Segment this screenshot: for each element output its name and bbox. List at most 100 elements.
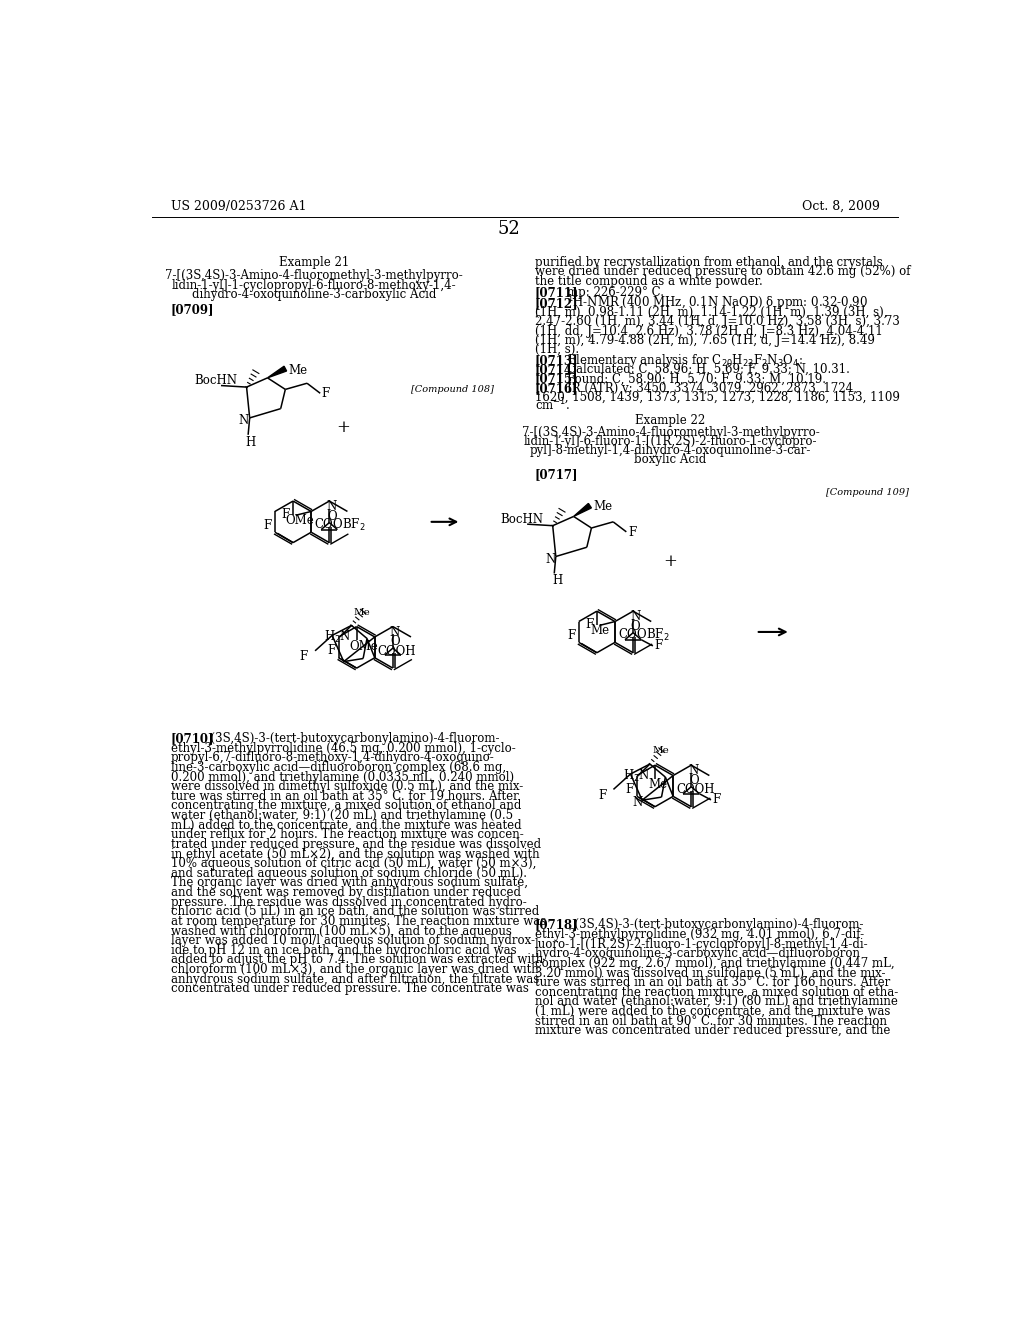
Text: (1H, s).: (1H, s). [535, 343, 579, 356]
Text: chloric acid (5 μL) in an ice bath, and the solution was stirred: chloric acid (5 μL) in an ice bath, and … [171, 906, 539, 919]
Text: [0709]: [0709] [171, 304, 214, 317]
Text: mp: 226-229° C.: mp: 226-229° C. [567, 286, 665, 300]
Text: F: F [713, 793, 721, 807]
Text: were dried under reduced pressure to obtain 42.6 mg (52%) of: were dried under reduced pressure to obt… [535, 265, 910, 279]
Text: at room temperature for 30 minutes. The reaction mixture was: at room temperature for 30 minutes. The … [171, 915, 546, 928]
Text: N: N [633, 796, 643, 809]
Text: in ethyl acetate (50 mL×2), and the solution was washed with: in ethyl acetate (50 mL×2), and the solu… [171, 847, 540, 861]
Text: 1620, 1508, 1439, 1373, 1315, 1273, 1228, 1186, 1153, 1109: 1620, 1508, 1439, 1373, 1315, 1273, 1228… [535, 391, 900, 404]
Text: Me: Me [593, 500, 612, 513]
Text: pressure. The residue was dissolved in concentrated hydro-: pressure. The residue was dissolved in c… [171, 896, 526, 908]
Text: BocHN: BocHN [194, 374, 237, 387]
Text: [0711]: [0711] [535, 286, 579, 300]
Text: trated under reduced pressure, and the residue was dissolved: trated under reduced pressure, and the r… [171, 838, 541, 851]
Text: ethyl-3-methylpyrrolidine (932 mg, 4.01 mmol), 6,7-dif-: ethyl-3-methylpyrrolidine (932 mg, 4.01 … [535, 928, 864, 941]
Text: water (ethanol:water, 9:1) (20 mL) and triethylamine (0.5: water (ethanol:water, 9:1) (20 mL) and t… [171, 809, 513, 822]
Text: hydro-4-oxoquinoline-3-carboxylic acid—difluoroboron: hydro-4-oxoquinoline-3-carboxylic acid—d… [535, 948, 860, 960]
Text: (3S,4S)-3-(tert-butoxycarbonylamino)-4-fluorom-: (3S,4S)-3-(tert-butoxycarbonylamino)-4-f… [203, 733, 500, 744]
Text: Oct. 8, 2009: Oct. 8, 2009 [802, 201, 880, 213]
Text: (1H, m), 0.98-1.11 (2H, m), 1.14-1.22 (1H, m), 1.39 (3H, s),: (1H, m), 0.98-1.11 (2H, m), 1.14-1.22 (1… [535, 306, 888, 319]
Text: OMe: OMe [349, 640, 378, 652]
Text: F: F [322, 387, 330, 400]
Text: [Compound 108]: [Compound 108] [411, 384, 494, 393]
Text: BocHN: BocHN [500, 512, 543, 525]
Text: O: O [327, 510, 337, 523]
Text: F: F [282, 508, 290, 520]
Text: (3S,4S)-3-(tert-butoxycarbonylamino)-4-fluorom-: (3S,4S)-3-(tert-butoxycarbonylamino)-4-f… [567, 919, 864, 932]
Text: (1H, m), 4.79-4.88 (2H, m), 7.65 (1H, d, J=14.4 Hz), 8.49: (1H, m), 4.79-4.88 (2H, m), 7.65 (1H, d,… [535, 334, 874, 347]
Text: F: F [300, 649, 308, 663]
Text: Elementary analysis for C$_{20}$H$_{23}$F$_2$N$_3$O$_4$:: Elementary analysis for C$_{20}$H$_{23}$… [567, 352, 804, 370]
Text: COOBF$_2$: COOBF$_2$ [314, 517, 366, 533]
Text: COOH: COOH [378, 644, 417, 657]
Text: OMe: OMe [286, 515, 314, 527]
Text: [0713]: [0713] [535, 354, 579, 367]
Text: Found: C, 58.90; H, 5.70; F, 9.33; M, 10.19.: Found: C, 58.90; H, 5.70; F, 9.33; M, 10… [567, 372, 826, 385]
Text: lidin-1-yl]-1-cyclopropyl-6-fluoro-8-methoxy-1,4-: lidin-1-yl]-1-cyclopropyl-6-fluoro-8-met… [172, 279, 457, 292]
Text: O: O [631, 619, 640, 632]
Text: US 2009/0253726 A1: US 2009/0253726 A1 [171, 201, 306, 213]
Text: and the solvent was removed by distillation under reduced: and the solvent was removed by distillat… [171, 886, 520, 899]
Text: The organic layer was dried with anhydrous sodium sulfate,: The organic layer was dried with anhydro… [171, 876, 527, 890]
Text: Me: Me [289, 364, 307, 378]
Text: mL) added to the concentrate, and the mixture was heated: mL) added to the concentrate, and the mi… [171, 818, 521, 832]
Text: purified by recrystallization from ethanol, and the crystals: purified by recrystallization from ethan… [535, 256, 883, 269]
Text: IR (ATR) v: 3450, 3374, 3079, 2962, 2873, 1724,: IR (ATR) v: 3450, 3374, 3079, 2962, 2873… [567, 381, 857, 395]
Text: propyl-6,7-difluoro-8-methoxy-1,4-dihydro-4-oxoquino-: propyl-6,7-difluoro-8-methoxy-1,4-dihydr… [171, 751, 495, 764]
Text: layer was added 10 mol/l aqueous solution of sodium hydrox-: layer was added 10 mol/l aqueous solutio… [171, 935, 535, 948]
Text: F: F [328, 644, 336, 657]
Text: concentrating the mixture, a mixed solution of ethanol and: concentrating the mixture, a mixed solut… [171, 800, 521, 812]
Text: line-3-carboxylic acid—difluoroboron complex (68.6 mg,: line-3-carboxylic acid—difluoroboron com… [171, 760, 506, 774]
Text: H$_2$N: H$_2$N [623, 767, 650, 784]
Text: [0717]: [0717] [535, 469, 579, 480]
Text: COOBF$_2$: COOBF$_2$ [618, 627, 670, 643]
Text: F: F [626, 783, 634, 796]
Text: N: N [688, 764, 698, 777]
Text: the title compound as a white powder.: the title compound as a white powder. [535, 275, 763, 288]
Polygon shape [267, 366, 287, 378]
Text: $^{1}$H-NMR (400 MHz, 0.1N NaOD) δ ppm: 0.32-0.90: $^{1}$H-NMR (400 MHz, 0.1N NaOD) δ ppm: … [567, 293, 868, 313]
Text: [0718]: [0718] [535, 919, 579, 932]
Text: 3.20 mmol) was dissolved in sulfolane (5 mL), and the mix-: 3.20 mmol) was dissolved in sulfolane (5… [535, 966, 886, 979]
Text: 10% aqueous solution of citric acid (50 mL), water (50 m×3),: 10% aqueous solution of citric acid (50 … [171, 857, 536, 870]
Text: pyl]-8-methyl-1,4-dihydro-4-oxoquinoline-3-car-: pyl]-8-methyl-1,4-dihydro-4-oxoquinoline… [529, 444, 811, 457]
Text: H$_2$N: H$_2$N [325, 628, 352, 645]
Text: Me: Me [652, 746, 669, 755]
Text: H: H [246, 436, 256, 449]
Text: O: O [689, 774, 698, 787]
Text: [0714]: [0714] [535, 363, 579, 376]
Text: F: F [263, 519, 272, 532]
Text: and saturated aqueous solution of sodium chloride (50 mL).: and saturated aqueous solution of sodium… [171, 867, 526, 880]
Text: O: O [390, 635, 400, 648]
Text: under reflux for 2 hours. The reaction mixture was concen-: under reflux for 2 hours. The reaction m… [171, 829, 523, 841]
Text: boxylic Acid: boxylic Acid [635, 453, 707, 466]
Text: Example 21: Example 21 [279, 256, 349, 269]
Text: 52: 52 [498, 220, 520, 238]
Text: F: F [654, 639, 663, 652]
Text: concentrated under reduced pressure. The concentrate was: concentrated under reduced pressure. The… [171, 982, 528, 995]
Text: ture was stirred in an oil bath at 35° C. for 19 hours. After: ture was stirred in an oil bath at 35° C… [171, 789, 518, 803]
Text: dihydro-4-oxoquinoline-3-carboxylic Acid: dihydro-4-oxoquinoline-3-carboxylic Acid [191, 288, 436, 301]
Text: [Compound 109]: [Compound 109] [825, 488, 908, 496]
Text: Example 22: Example 22 [635, 414, 706, 428]
Text: washed with chloroform (100 mL×5), and to the aqueous: washed with chloroform (100 mL×5), and t… [171, 924, 512, 937]
Text: 7-[(3S,4S)-3-Amino-4-fluoromethyl-3-methylpyrro-: 7-[(3S,4S)-3-Amino-4-fluoromethyl-3-meth… [521, 425, 819, 438]
Text: anhydrous sodium sulfate, and after filtration, the filtrate was: anhydrous sodium sulfate, and after filt… [171, 973, 539, 986]
Text: F: F [598, 788, 606, 801]
Text: H: H [552, 574, 562, 587]
Text: Calculated: C, 58.96; H, 5.69; F, 9.33; N, 10.31.: Calculated: C, 58.96; H, 5.69; F, 9.33; … [567, 363, 850, 376]
Text: F: F [628, 525, 636, 539]
Text: 7-[(3S,4S)-3-Amino-4-fluoromethyl-3-methylpyrro-: 7-[(3S,4S)-3-Amino-4-fluoromethyl-3-meth… [165, 269, 463, 282]
Text: Me: Me [354, 607, 371, 616]
Text: luoro-1-[(1R,2S)-2-fluoro-1-cyclopropyl]-8-methyl-1,4-di-: luoro-1-[(1R,2S)-2-fluoro-1-cyclopropyl]… [535, 937, 868, 950]
Text: N: N [545, 553, 555, 566]
Text: lidin-1-yl]-6-fluoro-1-[(1R,2S)-2-fluoro-1-cyclopro-: lidin-1-yl]-6-fluoro-1-[(1R,2S)-2-fluoro… [523, 434, 817, 447]
Polygon shape [573, 503, 592, 516]
Text: [0712]: [0712] [535, 297, 579, 310]
Text: N: N [327, 500, 337, 513]
Text: N: N [390, 626, 400, 639]
Text: COOH: COOH [676, 783, 715, 796]
Text: N: N [239, 414, 249, 428]
Text: concentrating the reaction mixture, a mixed solution of etha-: concentrating the reaction mixture, a mi… [535, 986, 898, 999]
Text: mixture was concentrated under reduced pressure, and the: mixture was concentrated under reduced p… [535, 1024, 890, 1038]
